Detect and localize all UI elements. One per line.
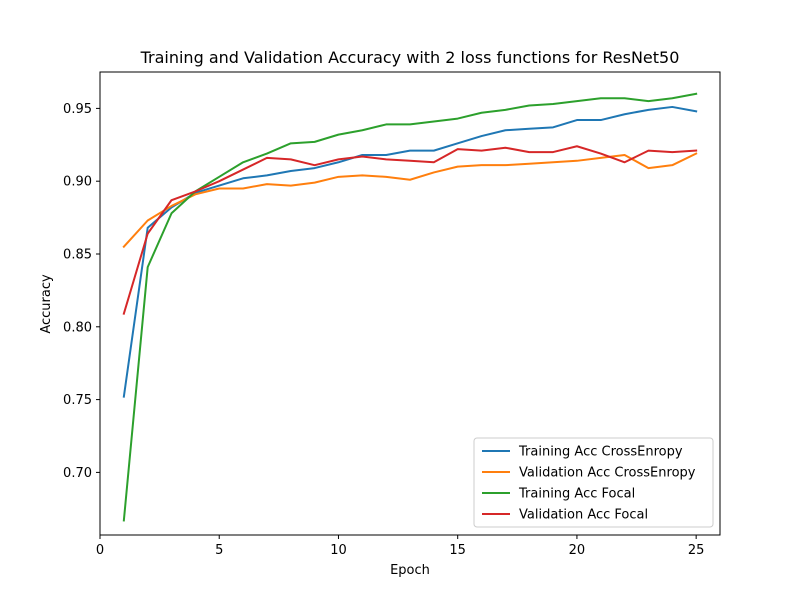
y-tick-label: 0.90	[63, 175, 92, 190]
legend-label-3: Validation Acc Focal	[519, 508, 648, 523]
legend-label-2: Training Acc Focal	[518, 487, 635, 502]
x-tick-label: 25	[688, 543, 705, 558]
y-tick-label: 0.75	[63, 393, 92, 408]
y-tick-label: 0.70	[63, 466, 92, 481]
legend-label-1: Validation Acc CrossEnropy	[519, 466, 696, 481]
chart-title: Training and Validation Accuracy with 2 …	[140, 48, 680, 67]
y-tick-label: 0.80	[63, 320, 92, 335]
y-tick-label: 0.85	[63, 247, 92, 262]
series-line-0	[122, 105, 698, 398]
x-tick-label: 0	[96, 543, 104, 558]
plot-area: 0 5 10 15 20 25 0.70 0.75 0.80 0.85 0.90 0.95	[63, 71, 721, 558]
series-line-3	[122, 145, 698, 315]
y-tick-label: 0.95	[63, 102, 92, 117]
x-tick-label: 10	[330, 543, 347, 558]
x-axis-label: Epoch	[390, 563, 430, 578]
series-line-1	[122, 152, 698, 249]
x-tick-label: 15	[449, 543, 466, 558]
plot-frame	[99, 71, 721, 536]
x-tick-label: 20	[569, 543, 586, 558]
y-axis-label: Accuracy	[39, 274, 54, 334]
legend-label-0: Training Acc CrossEnropy	[518, 445, 683, 460]
series-line-2	[122, 92, 698, 522]
legend-box	[473, 437, 714, 528]
legend: Training Acc CrossEnropy Validation Acc C…	[473, 437, 714, 528]
x-tick-label: 5	[215, 543, 223, 558]
